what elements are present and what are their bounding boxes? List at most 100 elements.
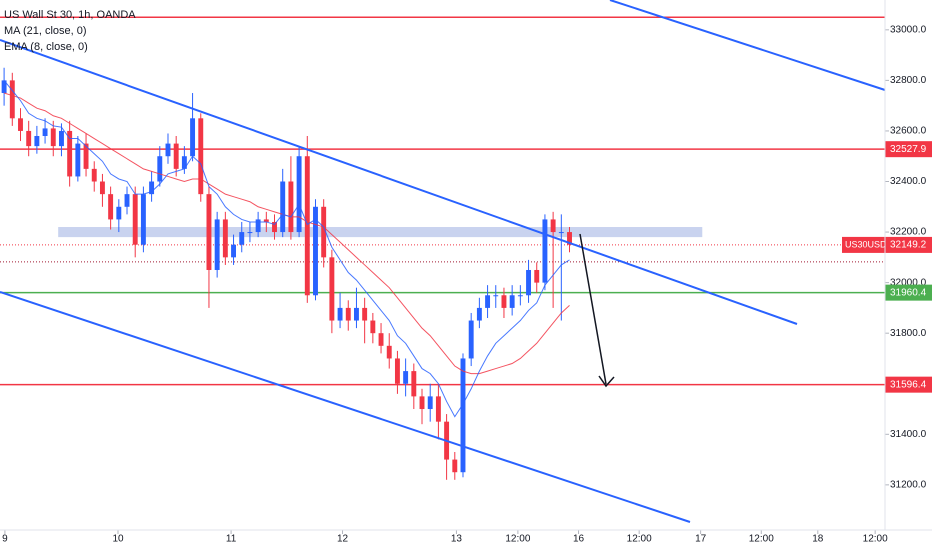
- trend-line: [0, 291, 691, 523]
- candle-body: [296, 156, 302, 233]
- candle-body: [50, 128, 56, 147]
- candle-body: [394, 358, 400, 384]
- candle-body: [18, 118, 23, 131]
- candle-body: [468, 320, 474, 359]
- candle-body: [75, 143, 81, 177]
- candle-body: [124, 194, 130, 207]
- price-level-label: 31596.4: [890, 379, 927, 390]
- x-tick-label: 13: [451, 534, 463, 545]
- candle-body: [157, 156, 163, 182]
- candle-body: [247, 232, 253, 234]
- y-tick-label: 32800.0: [890, 75, 927, 86]
- candle-body: [526, 269, 531, 296]
- candle-body: [354, 307, 359, 321]
- candle-body: [231, 244, 236, 258]
- candle-body: [501, 295, 507, 308]
- candle-body: [345, 307, 351, 321]
- indicator-line: [3, 80, 570, 418]
- candle-body: [321, 206, 327, 258]
- candle-body: [206, 194, 212, 270]
- candle-body: [67, 130, 73, 177]
- candle-body: [173, 143, 179, 169]
- candle-body: [485, 295, 491, 308]
- plot: 31200.031400.031600.031800.032000.032200…: [0, 16, 932, 545]
- x-tick-label: 12:00: [627, 534, 652, 545]
- candle-body: [149, 181, 155, 195]
- last-price-tag: [885, 236, 932, 253]
- candle-body: [329, 257, 335, 321]
- candle-body: [255, 219, 261, 233]
- candle-body: [132, 194, 138, 245]
- last-price-label: 32149.2: [890, 240, 927, 251]
- candle-body: [263, 219, 269, 222]
- candle-body: [542, 219, 548, 283]
- x-tick-label: 12: [337, 534, 349, 545]
- candle-body: [91, 168, 97, 182]
- candle-body: [435, 396, 441, 422]
- x-tick-label: 10: [112, 534, 124, 545]
- candle-body: [239, 232, 245, 245]
- y-tick-label: 32400.0: [890, 176, 927, 187]
- candle-body: [558, 232, 564, 234]
- x-tick-label: 12:00: [505, 534, 530, 545]
- price-level-tag: [885, 376, 932, 393]
- candle-body: [534, 269, 540, 283]
- candle-body: [550, 219, 556, 233]
- candle-body: [476, 307, 482, 321]
- arrow: [579, 233, 607, 385]
- candle-body: [83, 143, 89, 169]
- x-tick-label: 16: [573, 534, 585, 545]
- y-tick-label: 33000.0: [890, 24, 927, 35]
- x-tick-label: 11: [226, 534, 237, 545]
- candle-body: [140, 194, 146, 245]
- chart-title: US Wall St 30, 1h, OANDA: [4, 9, 136, 21]
- candle-body: [9, 80, 15, 119]
- candle-body: [517, 295, 523, 297]
- candle-body: [272, 221, 277, 233]
- candle-body: [386, 345, 392, 359]
- candle-body: [403, 371, 409, 384]
- candle-body: [280, 181, 286, 233]
- y-tick-label: 32000.0: [890, 277, 927, 288]
- y-tick-label: 31200.0: [890, 480, 927, 491]
- candle-body: [313, 206, 318, 296]
- candle-body: [108, 194, 114, 220]
- candle-body: [378, 333, 384, 346]
- candle-body: [190, 118, 196, 157]
- candle-body: [362, 307, 368, 321]
- trend-line: [0, 39, 798, 325]
- arrow-head: [598, 375, 615, 388]
- y-tick-label: 32600.0: [890, 126, 927, 137]
- x-tick-label: 12:00: [749, 534, 774, 545]
- x-tick-label: 17: [695, 534, 707, 545]
- candle-body: [26, 130, 32, 147]
- x-tick-label: 12:00: [863, 534, 888, 545]
- candle-body: [181, 156, 187, 169]
- legend-entry: MA (21, close, 0): [4, 25, 87, 37]
- candle-body: [99, 181, 105, 195]
- candle-body: [59, 130, 64, 147]
- y-tick-label: 31800.0: [890, 328, 927, 339]
- candle-body: [427, 396, 433, 410]
- candle-body: [288, 181, 294, 233]
- candle-body: [370, 320, 376, 334]
- x-tick-label: 18: [812, 534, 824, 545]
- price-level-tag: [885, 141, 932, 158]
- symbol-tag: [842, 236, 885, 253]
- candle-body: [337, 307, 343, 321]
- candle-body: [198, 118, 204, 195]
- candle-body: [42, 128, 48, 137]
- symbol-label: US30USD: [845, 239, 887, 249]
- legend-entry: EMA (8, close, 0): [4, 41, 88, 53]
- candle-body: [34, 136, 40, 147]
- candle-body: [452, 459, 458, 473]
- candle-body: [304, 156, 310, 296]
- y-tick-label: 32200.0: [890, 227, 927, 238]
- candle-body: [509, 295, 515, 308]
- candle-body: [165, 143, 171, 157]
- candle-body: [460, 358, 466, 473]
- candle-body: [411, 371, 417, 397]
